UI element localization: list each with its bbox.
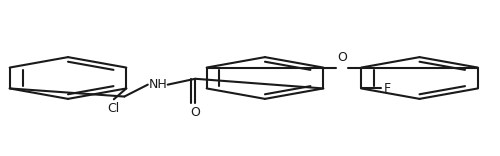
- Text: O: O: [338, 51, 347, 64]
- Text: F: F: [384, 82, 391, 95]
- Text: NH: NH: [148, 78, 167, 91]
- Text: O: O: [190, 105, 200, 119]
- Text: Cl: Cl: [108, 102, 120, 115]
